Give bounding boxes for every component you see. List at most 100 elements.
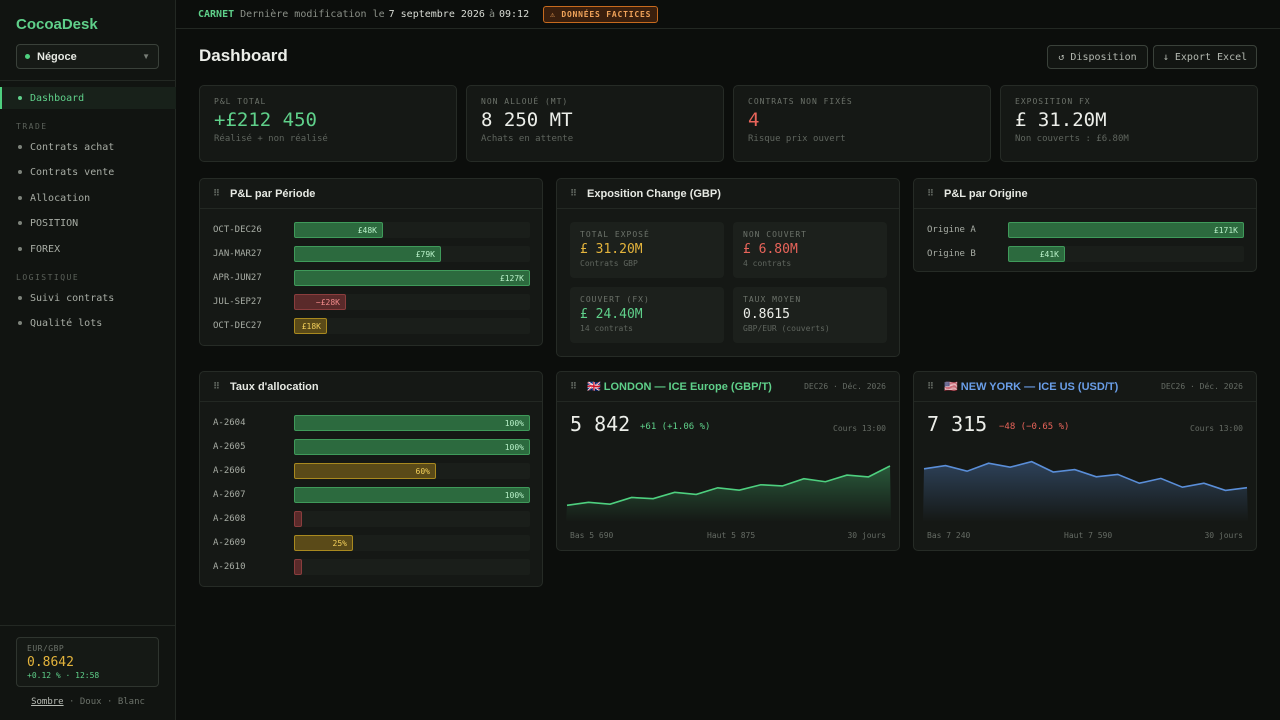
sidebar-item-dashboard[interactable]: Dashboard	[0, 87, 176, 109]
last-modified-prefix: Dernière modification le	[240, 8, 385, 20]
bar-row[interactable]: Origine A £171K	[927, 222, 1244, 238]
sidebar-item-label: Allocation	[30, 192, 91, 204]
tile-label: TAUX MOYEN	[743, 295, 802, 304]
fx-rate-label: EUR/GBP	[27, 644, 65, 653]
kpi-sub: Risque prix ouvert	[748, 134, 846, 144]
bar-row[interactable]: A-2606 60%	[213, 463, 530, 479]
panel-market-london: ⠿ 🇬🇧 LONDON — ICE Europe (GBP/T) DEC26 ·…	[556, 371, 900, 551]
bar-fill	[294, 559, 302, 575]
drag-handle-icon[interactable]: ⠿	[927, 381, 935, 392]
export-excel-button[interactable]: ↓ Export Excel	[1153, 45, 1257, 69]
sidebar-item-qualite-lots[interactable]: Qualité lots	[0, 312, 176, 334]
fx-rate-value: 0.8642	[27, 655, 74, 670]
bar-track: 100%	[294, 487, 530, 503]
panel-title: 🇺🇸 NEW YORK — ICE US (USD/T)	[944, 381, 1119, 393]
bar-row[interactable]: JUL-SEP27 −£28K	[213, 294, 530, 310]
drag-handle-icon[interactable]: ⠿	[570, 188, 578, 199]
contract-range: DEC26 · Déc. 2026	[1161, 382, 1243, 391]
tile-sub: GBP/EUR (couverts)	[743, 324, 830, 333]
bar-label: A-2605	[213, 442, 246, 452]
sidebar-item-position[interactable]: POSITION	[0, 212, 176, 234]
bar-track: 100%	[294, 439, 530, 455]
contract-range: DEC26 · Déc. 2026	[804, 382, 886, 391]
bar-label: A-2607	[213, 490, 246, 500]
tile-value: £ 6.80M	[743, 242, 798, 257]
panel-market-newyork: ⠿ 🇺🇸 NEW YORK — ICE US (USD/T) DEC26 · D…	[913, 371, 1257, 551]
bullet-icon	[18, 247, 22, 251]
sidebar: CocoaDesk Négoce ▼ Dashboard TRADE Contr…	[0, 0, 176, 720]
section-label-logistique: LOGISTIQUE	[16, 273, 80, 282]
panel-header: ⠿ P&L par Période	[200, 179, 542, 209]
sidebar-item-suivi-contrats[interactable]: Suivi contrats	[0, 287, 176, 309]
bar-row[interactable]: Origine B £41K	[927, 246, 1244, 262]
bar-fill: £18K	[294, 318, 327, 334]
bar-fill: £127K	[294, 270, 530, 286]
drag-handle-icon[interactable]: ⠿	[927, 188, 935, 199]
kpi-label: EXPOSITION FX	[1015, 97, 1091, 106]
kpi-card-exposition-fx: EXPOSITION FX £ 31.20M Non couverts : £6…	[1000, 85, 1258, 162]
bar-row[interactable]: APR-JUN27 £127K	[213, 270, 530, 286]
drag-handle-icon[interactable]: ⠿	[213, 381, 221, 392]
bar-row[interactable]: A-2607 100%	[213, 487, 530, 503]
market-high: Haut 5 875	[707, 531, 756, 540]
market-price: 5 842	[570, 412, 631, 436]
kpi-sub: Achats en attente	[481, 134, 574, 144]
theme-switcher: Sombre · Doux · Blanc	[0, 697, 176, 707]
bar-track: £18K	[294, 318, 530, 334]
bar-row[interactable]: A-2610	[213, 559, 530, 575]
sparkline-area	[566, 465, 891, 522]
panel-title: 🇬🇧 LONDON — ICE Europe (GBP/T)	[587, 381, 772, 393]
bar-track: £79K	[294, 246, 530, 262]
theme-sombre-link[interactable]: Sombre	[31, 697, 64, 707]
bar-track: £41K	[1008, 246, 1244, 262]
bar-fill: £48K	[294, 222, 383, 238]
sidebar-item-forex[interactable]: FOREX	[0, 238, 176, 260]
bar-fill: 100%	[294, 415, 530, 431]
bar-label: Origine A	[927, 225, 976, 235]
sparkline-chart	[923, 460, 1248, 522]
workspace-select[interactable]: Négoce ▼	[16, 44, 159, 69]
last-modified-date: 7 septembre 2026	[388, 8, 485, 20]
topbar: CARNET Dernière modification le 7 septem…	[176, 0, 1280, 29]
bar-row[interactable]: A-2605 100%	[213, 439, 530, 455]
sidebar-item-allocation[interactable]: Allocation	[0, 187, 176, 209]
bar-row[interactable]: A-2604 100%	[213, 415, 530, 431]
drag-handle-icon[interactable]: ⠿	[213, 188, 221, 199]
brand-logo[interactable]: CocoaDesk	[16, 16, 98, 33]
kpi-card-contrats-non-fixes: CONTRATS NON FIXÉS 4 Risque prix ouvert	[733, 85, 991, 162]
bar-label: A-2606	[213, 466, 246, 476]
fx-rate-widget: EUR/GBP 0.8642 +0.12 % · 12:58	[16, 637, 159, 687]
bar-track: 60%	[294, 463, 530, 479]
panel-header: ⠿ Taux d'allocation	[200, 372, 542, 402]
tile-label: COUVERT (FX)	[580, 295, 650, 304]
sidebar-item-label: Suivi contrats	[30, 292, 115, 304]
fx-rate-change: +0.12 % · 12:58	[27, 671, 100, 680]
sidebar-item-label: Contrats achat	[30, 141, 115, 153]
bar-row[interactable]: OCT-DEC27 £18K	[213, 318, 530, 334]
bar-fill: 100%	[294, 487, 530, 503]
chevron-down-icon: ▼	[142, 52, 150, 61]
bar-row[interactable]: A-2609 25%	[213, 535, 530, 551]
bar-fill: £79K	[294, 246, 441, 262]
sidebar-item-contrats-vente[interactable]: Contrats vente	[0, 161, 176, 183]
bar-label: A-2604	[213, 418, 246, 428]
bar-row[interactable]: A-2608	[213, 511, 530, 527]
kpi-label: NON ALLOUÉ (MT)	[481, 97, 569, 106]
drag-handle-icon[interactable]: ⠿	[570, 381, 578, 392]
tile-sub: Contrats GBP	[580, 259, 638, 268]
bar-track: 25%	[294, 535, 530, 551]
panel-title: Taux d'allocation	[230, 380, 319, 393]
layout-button[interactable]: ↺ Disposition	[1047, 45, 1148, 69]
theme-doux-link[interactable]: Doux	[79, 697, 102, 707]
sidebar-item-contrats-achat[interactable]: Contrats achat	[0, 136, 176, 158]
bar-row[interactable]: JAN-MAR27 £79K	[213, 246, 530, 262]
market-period: 30 jours	[847, 531, 886, 540]
bullet-icon	[18, 145, 22, 149]
kpi-sub: Réalisé + non réalisé	[214, 134, 328, 144]
theme-blanc-link[interactable]: Blanc	[117, 697, 145, 707]
tile-value: £ 31.20M	[580, 242, 643, 257]
expo-tile-taux-moyen: TAUX MOYEN 0.8615 GBP/EUR (couverts)	[733, 287, 887, 343]
bullet-icon	[18, 296, 22, 300]
bar-row[interactable]: OCT-DEC26 £48K	[213, 222, 530, 238]
kpi-card-pnl-total: P&L TOTAL +£212 450 Réalisé + non réalis…	[199, 85, 457, 162]
